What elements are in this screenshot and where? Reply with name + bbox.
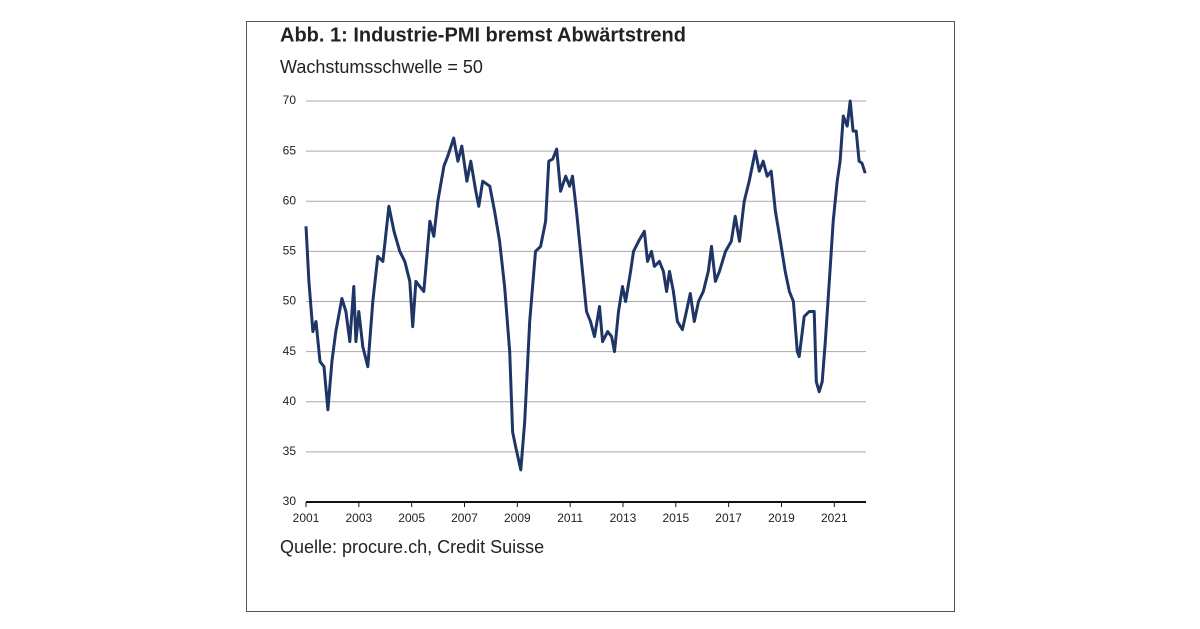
source: Quelle: procure.ch, Credit Suisse: [280, 537, 544, 557]
y-tick-label: 40: [283, 394, 297, 408]
x-tick-label: 2003: [345, 511, 372, 525]
x-tick-label: 2021: [821, 511, 848, 525]
x-tick-label: 2015: [662, 511, 689, 525]
x-tick-label: 2013: [610, 511, 637, 525]
x-tick-label: 2011: [557, 511, 583, 525]
x-tick-label: 2007: [451, 511, 478, 525]
x-tick-label: 2017: [715, 511, 742, 525]
x-tick-label: 2001: [293, 511, 320, 525]
frame: [246, 21, 955, 612]
y-tick-label: 50: [283, 294, 297, 308]
chart-title: Abb. 1: Industrie-PMI bremst Abwärtstren…: [280, 24, 686, 46]
chart-subtitle: Wachstumsschwelle = 50: [280, 57, 483, 77]
y-tick-label: 60: [283, 193, 297, 207]
y-tick-label: 70: [283, 93, 297, 107]
y-tick-label: 55: [283, 244, 297, 258]
x-tick-label: 2019: [768, 511, 795, 525]
x-tick-label: 2009: [504, 511, 531, 525]
y-tick-label: 45: [283, 344, 297, 358]
data-line: [304, 99, 867, 472]
y-tick-label: 30: [283, 494, 297, 508]
y-tick-label: 65: [283, 143, 297, 157]
x-tick-label: 2005: [398, 511, 425, 525]
y-tick-label: 35: [283, 444, 297, 458]
